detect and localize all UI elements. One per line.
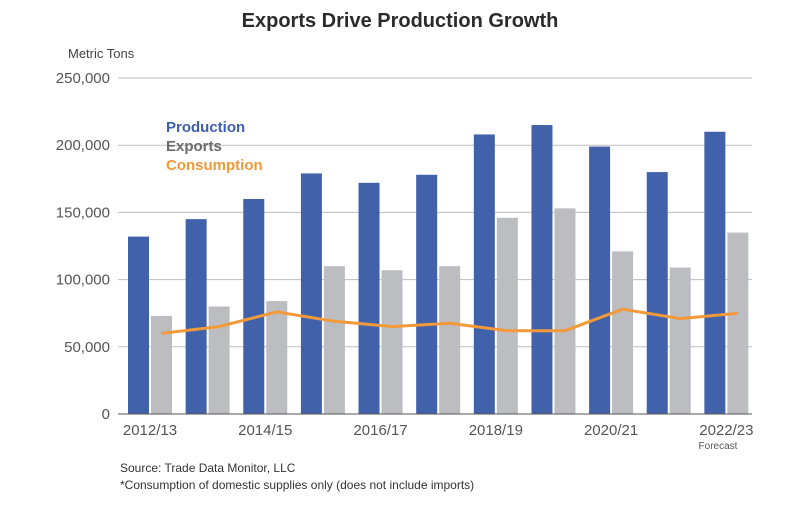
forecast-note: Forecast	[699, 441, 738, 452]
source-note: Source: Trade Data Monitor, LLC	[120, 461, 296, 475]
y-tick-label: 50,000	[64, 339, 110, 356]
exports-bar	[266, 301, 288, 414]
consumption-line	[161, 307, 739, 335]
exports-bar	[381, 270, 403, 414]
chart-title: Exports Drive Production Growth	[242, 10, 559, 32]
legend-production: Production	[166, 119, 245, 136]
production-bar	[531, 125, 553, 414]
exports-bar	[496, 217, 518, 414]
production-bar	[128, 236, 149, 414]
production-bar	[473, 134, 495, 414]
production-bar	[416, 174, 438, 414]
production-bar	[358, 182, 380, 414]
exports-bar	[612, 251, 634, 414]
exports-bar	[727, 232, 749, 414]
x-tick-label: 2016/17	[353, 422, 407, 439]
x-tick-label: 2014/15	[238, 422, 292, 439]
footnote: *Consumption of domestic supplies only (…	[120, 478, 474, 492]
exports-bar	[554, 208, 576, 414]
y-tick-label: 150,000	[56, 204, 110, 221]
production-bar	[589, 146, 611, 414]
bars	[128, 125, 749, 414]
x-tick-label: 2020/21	[584, 422, 638, 439]
exports-bar	[151, 315, 172, 414]
exports-bar	[669, 267, 691, 414]
y-tick-label: 0	[102, 406, 110, 423]
exports-bar	[323, 266, 345, 414]
x-tick-label: 2022/23	[699, 422, 753, 439]
legend-consumption: Consumption	[166, 157, 263, 174]
consumption-line-group	[161, 307, 739, 335]
production-bar	[300, 173, 322, 414]
production-bar	[704, 131, 726, 414]
production-bar	[243, 198, 265, 414]
production-bar	[646, 172, 668, 414]
exports-bar	[439, 266, 461, 414]
y-axis-label: Metric Tons	[68, 46, 135, 61]
y-tick-label: 200,000	[56, 137, 110, 154]
y-axis-ticks: 0 50,000 100,000 150,000 200,000 250,000	[56, 70, 110, 423]
production-bar	[185, 219, 207, 414]
y-tick-label: 250,000	[56, 70, 110, 87]
x-tick-label: 2018/19	[469, 422, 523, 439]
y-tick-label: 100,000	[56, 272, 110, 289]
legend: Production Exports Consumption	[166, 119, 263, 174]
legend-exports: Exports	[166, 138, 222, 155]
x-axis-ticks: 2012/13 2014/15 2016/17 2018/19 2020/21 2022/…	[123, 422, 754, 439]
exports-bar	[208, 306, 230, 414]
x-tick-label: 2012/13	[123, 422, 177, 439]
